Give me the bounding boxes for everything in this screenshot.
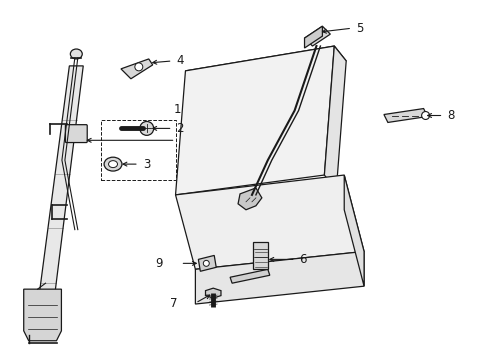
FancyBboxPatch shape (65, 125, 87, 143)
Text: 4: 4 (176, 54, 183, 67)
Ellipse shape (108, 161, 117, 168)
Polygon shape (344, 175, 364, 286)
Polygon shape (24, 289, 61, 341)
Polygon shape (383, 109, 427, 122)
Text: 3: 3 (142, 158, 150, 171)
Polygon shape (34, 66, 83, 337)
Polygon shape (238, 188, 262, 210)
Text: 2: 2 (176, 122, 183, 135)
Polygon shape (324, 46, 346, 190)
Polygon shape (175, 46, 334, 195)
Polygon shape (175, 175, 364, 269)
Text: 1: 1 (173, 103, 181, 117)
Text: 5: 5 (355, 22, 363, 35)
Circle shape (421, 112, 428, 120)
Circle shape (135, 63, 142, 71)
Polygon shape (230, 269, 269, 283)
Text: 9: 9 (155, 257, 163, 270)
Polygon shape (304, 26, 322, 48)
Ellipse shape (104, 157, 122, 171)
Circle shape (203, 260, 209, 266)
Text: 7: 7 (169, 297, 177, 310)
Polygon shape (304, 26, 330, 46)
Polygon shape (198, 255, 216, 271)
Text: 8: 8 (447, 109, 454, 122)
Polygon shape (121, 59, 152, 79)
Ellipse shape (70, 49, 82, 59)
Polygon shape (252, 242, 267, 269)
Polygon shape (195, 251, 364, 304)
Text: 6: 6 (299, 253, 306, 266)
Circle shape (140, 121, 153, 135)
Polygon shape (185, 46, 346, 86)
Polygon shape (205, 288, 221, 298)
